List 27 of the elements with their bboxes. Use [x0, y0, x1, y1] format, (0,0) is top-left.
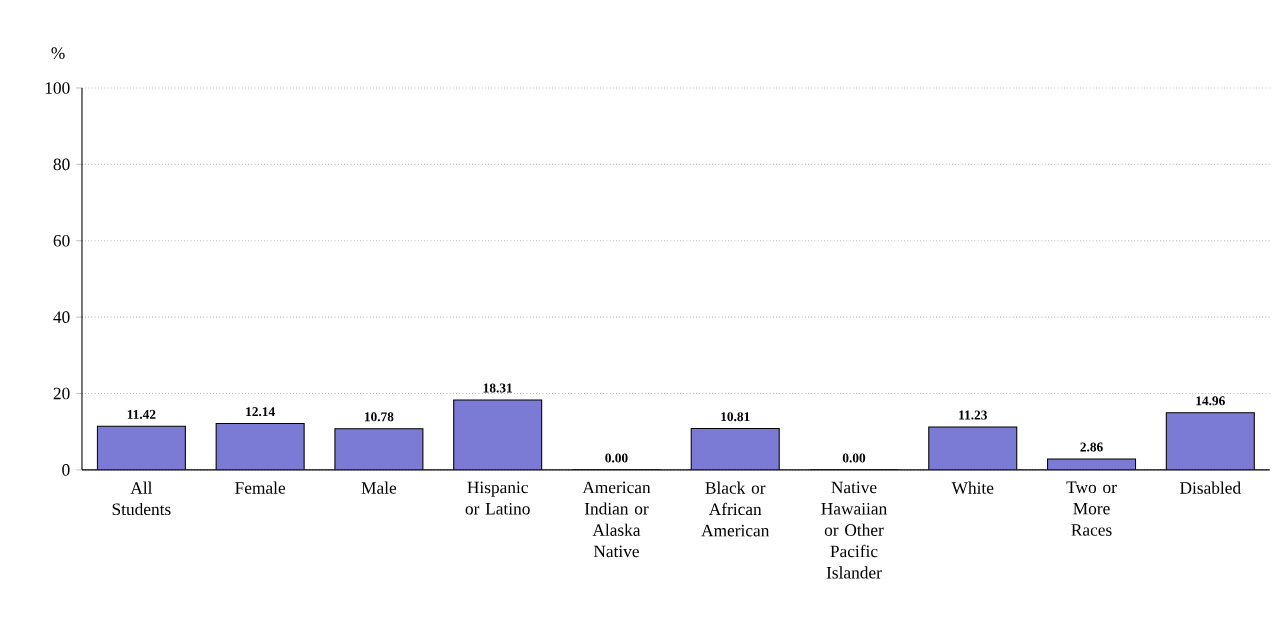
- x-tick-label: All Students: [112, 481, 171, 516]
- x-tick-label: Two or More Races: [1066, 481, 1117, 536]
- y-tick-label: 40: [53, 311, 70, 324]
- x-tick-label: Black or African American: [701, 481, 770, 537]
- x-tick-label: Female: [235, 481, 286, 494]
- data-label: 18.31: [483, 383, 512, 393]
- y-tick-label: 80: [53, 158, 70, 171]
- data-label: 11.23: [959, 410, 987, 420]
- x-tick-label: Male: [361, 481, 397, 494]
- y-tick-label: 20: [53, 387, 70, 400]
- data-label: 0.00: [605, 453, 628, 463]
- y-tick-label: 60: [53, 234, 70, 247]
- y-tick-label: 100: [45, 82, 70, 94]
- data-label: 0.00: [842, 453, 866, 463]
- data-label: 2.86: [1080, 442, 1103, 452]
- x-tick-label: Disabled: [1180, 481, 1241, 494]
- x-tick-label: American Indian or Alaska Native: [582, 481, 651, 558]
- data-label: 10.78: [364, 412, 394, 422]
- x-tick-label: Native Hawaiian or Other Pacific Islander: [821, 481, 887, 579]
- x-tick-label: Hispanic or Latino: [465, 481, 530, 515]
- data-label: 10.81: [721, 412, 750, 422]
- x-tick-label: White: [951, 481, 994, 494]
- y-tick-label: 0: [62, 464, 70, 476]
- data-label: 11.42: [127, 409, 156, 419]
- data-label: 14.96: [1196, 396, 1225, 406]
- data-label: 12.14: [246, 407, 275, 417]
- y-axis-title: %: [51, 47, 65, 60]
